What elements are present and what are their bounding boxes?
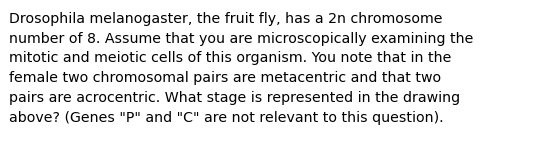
Text: Drosophila melanogaster, the fruit fly, has a 2n chromosome
number of 8. Assume : Drosophila melanogaster, the fruit fly, … — [9, 12, 473, 125]
